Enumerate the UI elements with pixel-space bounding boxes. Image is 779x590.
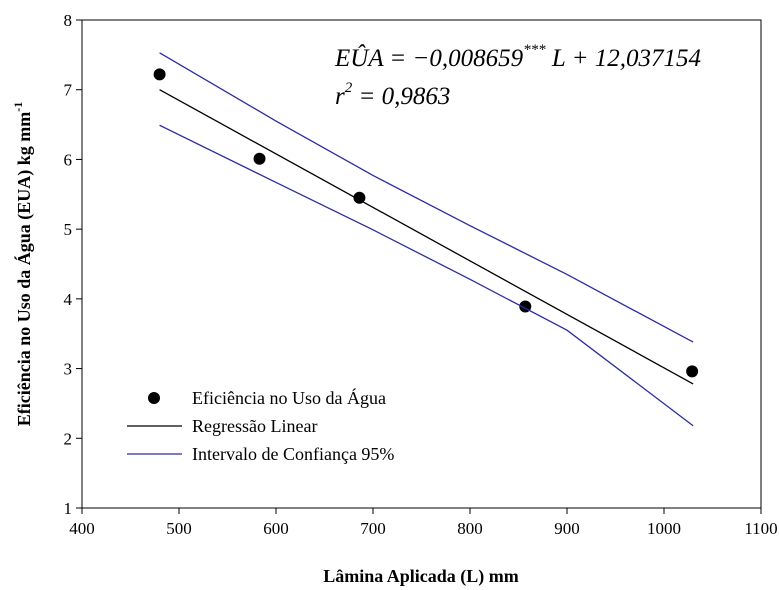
x-tick-label: 1000 — [647, 519, 681, 538]
x-tick-label: 400 — [69, 519, 95, 538]
y-tick-label: 6 — [64, 150, 73, 169]
plot-frame — [81, 19, 762, 509]
x-tick-label: 700 — [360, 519, 386, 538]
ci-upper — [159, 52, 694, 343]
x-tick-label: 500 — [166, 519, 192, 538]
y-tick-label: 5 — [64, 220, 73, 239]
legend-label: Intervalo de Confiança 95% — [192, 444, 394, 464]
y-tick-label: 3 — [64, 360, 73, 379]
y-axis-label-sup: -1 — [11, 102, 25, 112]
y-axis-label-main: Eficiência no Uso da Água (EUA) kg mm — [13, 112, 35, 427]
y-axis-label: Eficiência no Uso da Água (EUA) kg mm-1 — [11, 102, 35, 427]
y-tick-label: 1 — [64, 499, 73, 518]
annotation-sup: *** — [523, 42, 546, 58]
annotation-sup: 2 — [345, 80, 353, 96]
x-tick-label: 1100 — [744, 519, 777, 538]
data-point — [253, 152, 266, 165]
data-point — [353, 191, 366, 204]
annotation-part: EÛA = −0,008659 — [334, 44, 524, 72]
annotation-part: L + 12,037154 — [546, 45, 701, 72]
legend-marker — [148, 392, 160, 404]
legend-label: Eficiência no Uso da Água — [192, 387, 386, 408]
annotation: EÛA = −0,008659*** L + 12,037154 — [334, 42, 701, 72]
ci-lower — [159, 124, 694, 427]
x-tick-label: 900 — [554, 519, 580, 538]
y-tick-label: 7 — [64, 81, 73, 100]
annotation-part: r — [335, 83, 345, 110]
y-tick-label: 2 — [64, 429, 73, 448]
data-point — [686, 365, 699, 378]
regression-line — [159, 89, 694, 385]
y-tick-label: 4 — [64, 290, 73, 309]
x-tick-label: 800 — [457, 519, 483, 538]
legend-label: Regressão Linear — [192, 416, 317, 436]
y-tick-label: 8 — [64, 11, 73, 30]
x-axis-label: Lâmina Aplicada (L) mm — [323, 566, 519, 587]
data-point — [153, 68, 166, 81]
annotation-part: = 0,9863 — [352, 83, 450, 110]
x-tick-label: 600 — [263, 519, 289, 538]
annotation: r2 = 0,9863 — [335, 80, 450, 110]
